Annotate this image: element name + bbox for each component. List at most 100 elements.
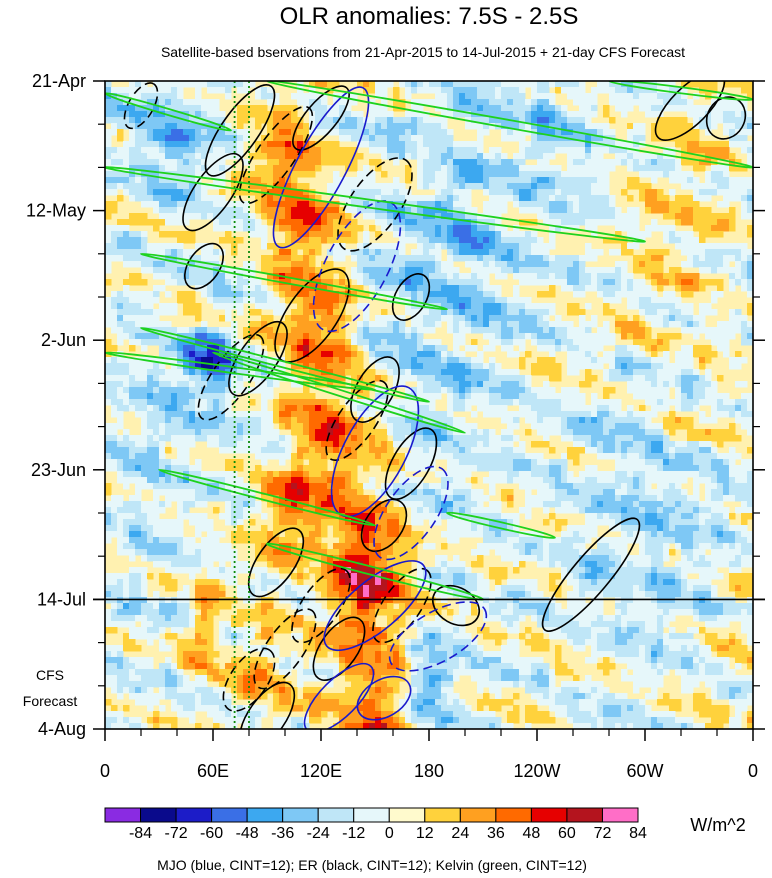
field-cell [555,201,562,208]
field-cell [369,123,376,130]
field-cell [579,123,586,130]
field-cell [483,243,490,250]
field-cell [279,333,286,340]
field-cell [537,405,544,412]
field-cell [555,147,562,154]
field-cell [213,357,220,364]
field-cell [315,213,322,220]
field-cell [543,171,550,178]
field-cell [225,297,232,304]
field-cell [381,87,388,94]
field-cell [645,195,652,202]
field-cell [405,225,412,232]
field-cell [105,309,112,316]
field-cell [429,171,436,178]
field-cell [585,351,592,358]
field-cell [105,111,112,118]
field-cell [129,399,136,406]
field-cell [627,243,634,250]
field-cell [201,129,208,136]
field-cell [159,375,166,382]
field-cell [513,237,520,244]
field-cell [537,195,544,202]
field-cell [573,417,580,424]
field-cell [351,225,358,232]
field-cell [213,327,220,334]
field-cell [543,423,550,430]
field-cell [537,93,544,100]
field-cell [195,303,202,310]
field-cell [225,213,232,220]
field-cell [579,345,586,352]
field-cell [639,255,646,262]
field-cell [255,225,262,232]
field-cell [615,345,622,352]
field-cell [705,267,712,274]
field-cell [237,123,244,130]
field-cell [747,87,753,94]
field-cell [225,165,232,172]
field-cell [429,285,436,292]
field-cell [423,183,430,190]
field-cell [375,105,382,112]
field-cell [177,429,184,436]
field-cell [321,351,328,358]
field-cell [153,93,160,100]
field-cell [735,267,742,274]
field-cell [189,141,196,148]
field-cell [339,339,346,346]
field-cell [351,267,358,274]
field-cell [369,279,376,286]
field-cell [663,147,670,154]
field-cell [453,177,460,184]
field-cell [537,201,544,208]
field-cell [261,207,268,214]
field-cell [123,147,130,154]
field-cell [183,423,190,430]
field-cell [165,411,172,418]
field-cell [297,183,304,190]
field-cell [333,123,340,130]
field-cell [741,273,748,280]
field-cell [201,285,208,292]
field-cell [645,189,652,196]
field-cell [363,141,370,148]
field-cell [681,321,688,328]
field-cell [183,189,190,196]
field-cell [375,255,382,262]
field-cell [429,309,436,316]
field-cell [549,225,556,232]
field-cell [621,291,628,298]
field-cell [171,93,178,100]
field-cell [291,399,298,406]
field-cell [285,183,292,190]
field-cell [729,153,736,160]
field-cell [513,201,520,208]
field-cell [237,291,244,298]
field-cell [651,111,658,118]
field-cell [273,225,280,232]
field-cell [153,423,160,430]
field-cell [237,285,244,292]
field-cell [435,135,442,142]
field-cell [417,99,424,106]
field-cell [471,297,478,304]
field-cell [243,201,250,208]
field-cell [417,219,424,226]
field-cell [459,423,466,430]
field-cell [249,309,256,316]
field-cell [123,291,130,298]
field-cell [375,195,382,202]
field-cell [459,315,466,322]
field-cell [501,369,508,376]
field-cell [675,237,682,244]
field-cell [663,381,670,388]
field-cell [441,129,448,136]
field-cell [723,339,730,346]
field-cell [447,399,454,406]
field-cell [639,87,646,94]
field-cell [177,405,184,412]
field-cell [465,357,472,364]
field-cell [429,99,436,106]
field-cell [177,141,184,148]
